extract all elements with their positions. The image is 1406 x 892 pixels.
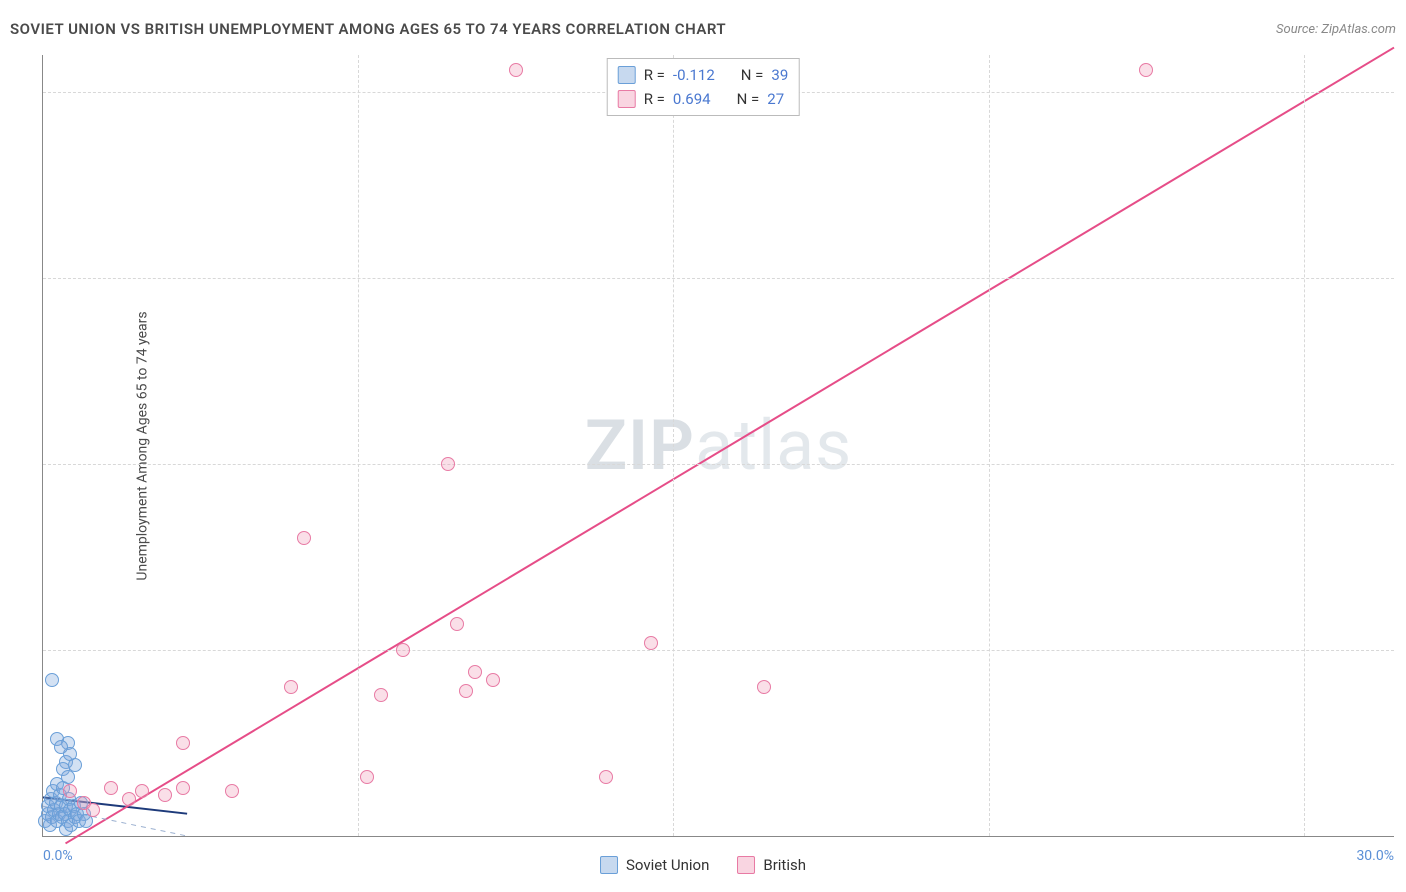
- x-tick-label: 0.0%: [43, 848, 73, 864]
- n-value: 27: [767, 87, 784, 111]
- data-point: [360, 770, 374, 784]
- data-point: [1139, 63, 1153, 77]
- data-point: [63, 784, 77, 798]
- legend-item: Soviet Union: [600, 856, 709, 874]
- data-point: [104, 781, 118, 795]
- legend-swatch: [737, 856, 755, 874]
- data-point: [757, 680, 771, 694]
- data-point: [486, 673, 500, 687]
- data-point: [158, 788, 172, 802]
- data-point: [468, 665, 482, 679]
- data-point: [459, 684, 473, 698]
- legend-row: R = -0.112 N = 39: [618, 63, 789, 87]
- chart-source: Source: ZipAtlas.com: [1276, 22, 1396, 37]
- n-label: N =: [741, 63, 764, 87]
- data-point: [122, 792, 136, 806]
- data-point: [86, 803, 100, 817]
- chart-title: SOVIET UNION VS BRITISH UNEMPLOYMENT AMO…: [10, 20, 726, 38]
- gridline-h: [43, 278, 1394, 279]
- regression-lines: [43, 55, 1394, 836]
- chart-header: SOVIET UNION VS BRITISH UNEMPLOYMENT AMO…: [10, 20, 1396, 38]
- data-point: [225, 784, 239, 798]
- data-point: [297, 531, 311, 545]
- data-point: [176, 781, 190, 795]
- gridline-h: [43, 464, 1394, 465]
- legend-label: British: [763, 856, 806, 874]
- legend-item: British: [737, 856, 806, 874]
- r-value: 0.694: [673, 87, 711, 111]
- legend-swatch: [618, 90, 636, 108]
- legend-label: Soviet Union: [626, 856, 709, 874]
- legend-swatch: [600, 856, 618, 874]
- gridline-h: [43, 650, 1394, 651]
- data-point: [54, 740, 68, 754]
- r-label: R =: [644, 87, 665, 111]
- data-point: [509, 63, 523, 77]
- r-value: -0.112: [673, 63, 715, 87]
- legend-row: R = 0.694 N = 27: [618, 87, 789, 111]
- data-point: [135, 784, 149, 798]
- data-point: [68, 758, 82, 772]
- gridline-v: [1304, 55, 1305, 836]
- data-point: [599, 770, 613, 784]
- n-label: N =: [737, 87, 760, 111]
- gridline-v: [673, 55, 674, 836]
- r-label: R =: [644, 63, 665, 87]
- gridline-v: [358, 55, 359, 836]
- x-tick-label: 30.0%: [1356, 848, 1394, 864]
- scatter-plot-area: ZIPatlas 25.0%50.0%75.0%100.0%0.0%30.0%: [42, 55, 1394, 837]
- n-value: 39: [771, 63, 788, 87]
- data-point: [644, 636, 658, 650]
- series-legend: Soviet Union British: [600, 856, 806, 874]
- data-point: [450, 617, 464, 631]
- legend-swatch: [618, 66, 636, 84]
- data-point: [441, 457, 455, 471]
- gridline-v: [989, 55, 990, 836]
- data-point: [176, 736, 190, 750]
- data-point: [396, 643, 410, 657]
- correlation-legend: R =-0.112N =39R =0.694N =27: [607, 58, 800, 116]
- data-point: [374, 688, 388, 702]
- data-point: [284, 680, 298, 694]
- data-point: [45, 673, 59, 687]
